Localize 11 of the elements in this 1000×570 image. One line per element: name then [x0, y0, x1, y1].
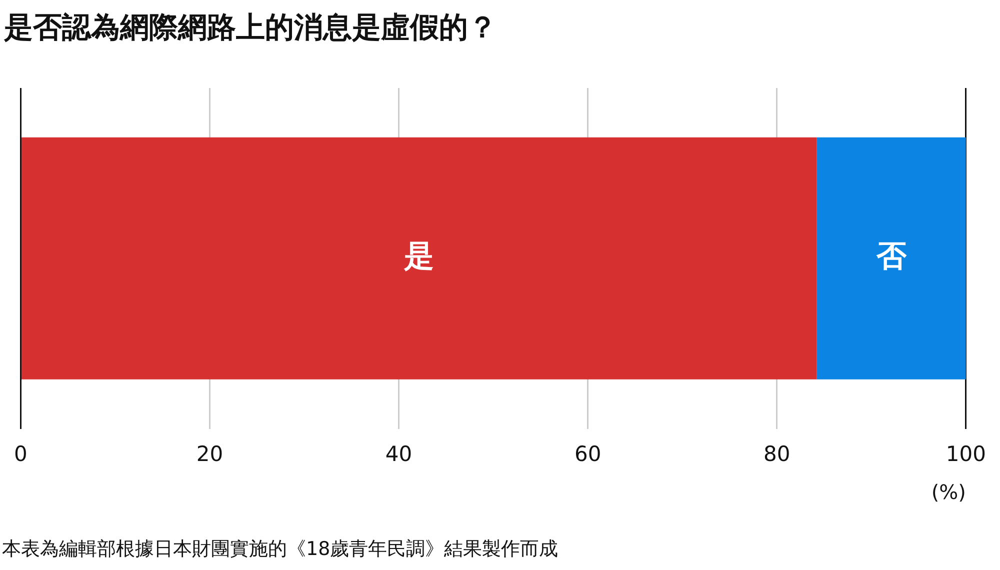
x-tick-label: 40	[385, 442, 412, 466]
text: 本表為編輯部根據日本財團實施的《18歲青年民調》結果製作而成	[2, 537, 558, 562]
x-tick-label: 80	[764, 442, 790, 466]
chart-title: 是否認為網際網路上的消息是虛假的？	[4, 9, 497, 46]
x-tick-label: 60	[574, 442, 602, 466]
series-label: 是	[403, 239, 434, 274]
x-axis-title: (%)	[931, 480, 966, 504]
series-label: 否	[875, 239, 908, 274]
x-tick-label: 100	[946, 442, 986, 466]
x-tick-label: 0	[14, 442, 28, 466]
x-tick-label: 20	[196, 442, 224, 466]
